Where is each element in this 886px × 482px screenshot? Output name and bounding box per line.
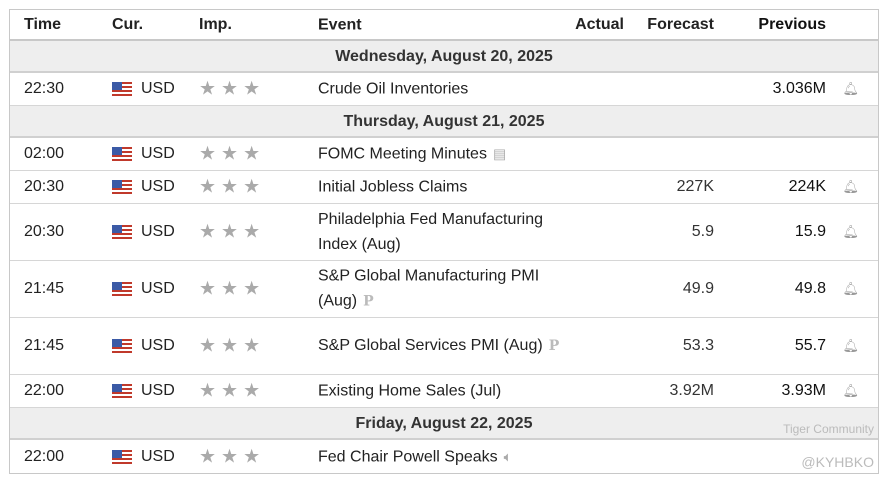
event-name[interactable]: Fed Chair Powell Speaks 🔈︎ [318, 444, 568, 469]
forecast-value: 53.3 [682, 337, 714, 354]
event-name[interactable]: Crude Oil Inventories [318, 77, 568, 102]
col-event: Event [318, 16, 362, 33]
col-forecast: Forecast [647, 15, 714, 33]
currency: USD [141, 145, 175, 162]
table-row[interactable]: 22:30 USD ★★★ Crude Oil Inventories 3.03… [10, 73, 878, 106]
preliminary-icon: P [363, 293, 374, 310]
previous-value: 49.8 [794, 280, 826, 297]
bell-icon[interactable]: 🔔︎ [842, 338, 859, 353]
event-time: 20:30 [24, 223, 65, 240]
forecast-value: 227K [676, 178, 714, 195]
importance-stars: ★★★ [199, 78, 266, 100]
importance-stars: ★★★ [199, 446, 266, 467]
col-currency: Cur. [112, 15, 144, 33]
table-row[interactable]: 20:30 USD ★★★ Initial Jobless Claims 227… [10, 171, 878, 204]
previous-value: 224K [788, 178, 826, 195]
table-row[interactable]: 21:45 USD ★★★ S&P Global Services PMI (A… [10, 318, 878, 375]
currency: USD [141, 80, 175, 97]
us-flag-icon [112, 384, 132, 398]
us-flag-icon [112, 225, 132, 239]
us-flag-icon [112, 82, 132, 96]
event-name-text[interactable]: Initial Jobless Claims [318, 178, 468, 196]
speaker-icon[interactable]: 🔈︎ [503, 448, 513, 464]
watermark-handle: @KYHBKO [801, 454, 874, 470]
event-name-text[interactable]: S&P Global Manufacturing PMI (Aug) [318, 267, 540, 310]
event-time: 20:30 [24, 178, 65, 195]
col-importance: Imp. [199, 15, 232, 33]
table-row[interactable]: 22:00 USD ★★★ Existing Home Sales (Jul) … [10, 375, 878, 408]
previous-value: 3.93M [781, 382, 826, 399]
col-actual: Actual [575, 15, 624, 33]
event-name-text[interactable]: FOMC Meeting Minutes [318, 145, 487, 163]
currency: USD [141, 223, 175, 240]
currency: USD [141, 280, 175, 297]
bell-icon[interactable]: 🔔︎ [842, 81, 859, 96]
us-flag-icon [112, 180, 132, 194]
forecast-value: 49.9 [682, 280, 714, 297]
economic-calendar-table: Time Cur. Imp. Event Actual Forecast Pre… [9, 9, 879, 474]
col-time: Time [24, 15, 62, 33]
previous-value: 3.036M [772, 80, 826, 97]
event-name[interactable]: Initial Jobless Claims [318, 175, 568, 200]
importance-stars: ★★★ [199, 176, 266, 198]
bell-icon[interactable]: 🔔︎ [842, 179, 859, 194]
currency: USD [141, 382, 175, 399]
table-row[interactable]: 20:30 USD ★★★ Philadelphia Fed Manufactu… [10, 204, 878, 261]
event-name[interactable]: FOMC Meeting Minutes ▤ [318, 142, 568, 167]
event-name-text[interactable]: S&P Global Services PMI (Aug) [318, 337, 543, 354]
bell-icon[interactable]: 🔔︎ [842, 383, 859, 398]
event-time: 22:30 [24, 80, 65, 97]
previous-value: 15.9 [794, 223, 826, 240]
preliminary-icon: P [548, 338, 560, 354]
importance-stars: ★★★ [199, 221, 266, 243]
us-flag-icon [112, 449, 132, 464]
event-name[interactable]: Philadelphia Fed Manufacturing Index (Au… [318, 207, 568, 257]
event-name[interactable]: S&P Global Manufacturing PMI (Aug) P [318, 264, 568, 315]
forecast-value: 3.92M [669, 382, 714, 399]
table-header: Time Cur. Imp. Event Actual Forecast Pre… [10, 10, 878, 41]
bell-icon[interactable]: 🔔︎ [842, 281, 859, 296]
table-row[interactable]: 22:00 USD ★★★ Fed Chair Powell Speaks 🔈︎ [10, 440, 878, 473]
date-label: Wednesday, August 20, 2025 [335, 48, 553, 65]
currency: USD [141, 337, 175, 354]
importance-stars: ★★★ [199, 380, 266, 402]
event-time: 21:45 [24, 280, 65, 297]
event-name-text[interactable]: Philadelphia Fed Manufacturing Index (Au… [318, 211, 544, 253]
date-row: Wednesday, August 20, 2025 [10, 41, 878, 73]
importance-stars: ★★★ [199, 143, 266, 165]
currency: USD [141, 178, 175, 195]
us-flag-icon [112, 339, 132, 353]
event-name[interactable]: Existing Home Sales (Jul) [318, 379, 568, 404]
event-name-text[interactable]: Crude Oil Inventories [318, 80, 469, 98]
event-name[interactable]: S&P Global Services PMI (Aug) P [318, 333, 568, 359]
previous-value: 55.7 [794, 337, 826, 354]
date-row: Friday, August 22, 2025 [10, 408, 878, 440]
table-row[interactable]: 21:45 USD ★★★ S&P Global Manufacturing P… [10, 261, 878, 318]
forecast-value: 5.9 [691, 223, 714, 240]
bell-icon[interactable]: 🔔︎ [842, 224, 859, 239]
date-row: Thursday, August 21, 2025 [10, 106, 878, 138]
importance-stars: ★★★ [199, 335, 266, 357]
date-label: Thursday, August 21, 2025 [343, 113, 545, 130]
watermark-brand: Tiger Community [783, 422, 874, 436]
importance-stars: ★★★ [199, 278, 266, 300]
event-time: 22:00 [24, 447, 65, 465]
event-name-text[interactable]: Existing Home Sales (Jul) [318, 382, 502, 400]
event-time: 22:00 [24, 382, 65, 399]
table-row[interactable]: 02:00 USD ★★★ FOMC Meeting Minutes ▤ [10, 138, 878, 171]
us-flag-icon [112, 282, 132, 296]
event-time: 21:45 [24, 337, 65, 354]
col-previous: Previous [758, 15, 826, 33]
event-name-text[interactable]: Fed Chair Powell Speaks [318, 448, 498, 465]
event-time: 02:00 [24, 145, 65, 162]
us-flag-icon [112, 147, 132, 161]
document-icon[interactable]: ▤ [492, 145, 507, 162]
date-label: Friday, August 22, 2025 [355, 415, 533, 432]
currency: USD [141, 447, 175, 465]
